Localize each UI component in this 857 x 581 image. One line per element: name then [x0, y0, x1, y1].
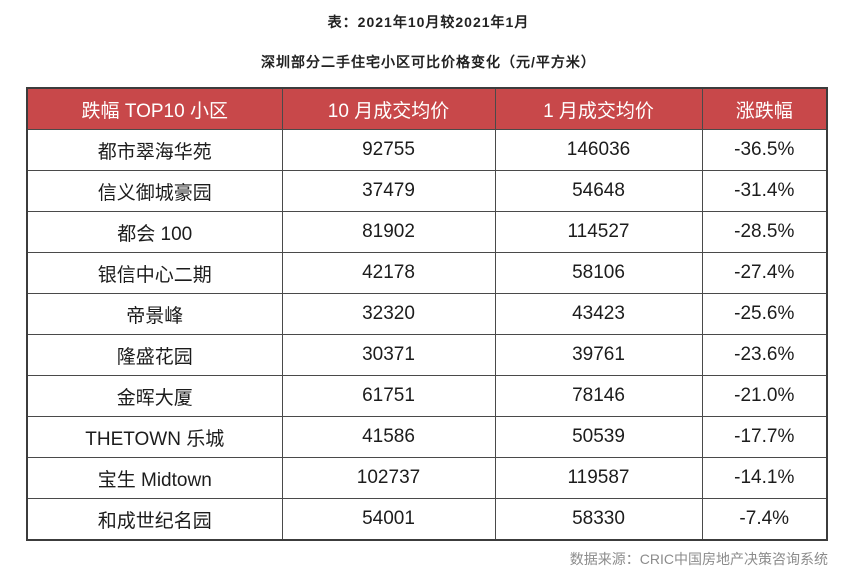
cell-community-name: 都会 100: [26, 211, 283, 253]
cell-change-pct: -25.6%: [701, 293, 828, 335]
table-row: 帝景峰 32320 43423 -25.6%: [26, 293, 828, 335]
cell-community-name: 信义御城豪园: [26, 170, 283, 212]
column-header-community-name: 跌幅 TOP10 小区: [26, 87, 283, 130]
cell-change-pct: -14.1%: [701, 457, 828, 499]
cell-october-avg-price: 102737: [281, 457, 496, 499]
data-source-note: 数据来源：CRIC中国房地产决策咨询系统: [569, 551, 828, 567]
price-change-table: 跌幅 TOP10 小区 10 月成交均价 1 月成交均价 涨跌幅 都市翠海华苑 9275…: [26, 87, 828, 541]
cell-community-name: 帝景峰: [26, 293, 283, 335]
table-row: 都市翠海华苑 92755 146036 -36.5%: [26, 129, 828, 171]
table-title: 表：2021年10月较2021年1月: [327, 14, 530, 30]
column-header-change-pct: 涨跌幅: [701, 87, 828, 130]
column-header-january-avg-price: 1 月成交均价: [494, 87, 703, 130]
cell-october-avg-price: 41586: [281, 416, 496, 458]
table-row: 和成世纪名园 54001 58330 -7.4%: [26, 498, 828, 541]
table-row: 隆盛花园 30371 39761 -23.6%: [26, 334, 828, 376]
cell-change-pct: -27.4%: [701, 252, 828, 294]
table-row: 宝生 Midtown 102737 119587 -14.1%: [26, 457, 828, 499]
cell-community-name: 金晖大厦: [26, 375, 283, 417]
table-row: 信义御城豪园 37479 54648 -31.4%: [26, 170, 828, 212]
cell-january-avg-price: 114527: [494, 211, 703, 253]
cell-january-avg-price: 146036: [494, 129, 703, 171]
table-subtitle: 深圳部分二手住宅小区可比价格变化（元/平方米）: [261, 54, 596, 70]
cell-october-avg-price: 42178: [281, 252, 496, 294]
cell-community-name: 宝生 Midtown: [26, 457, 283, 499]
cell-change-pct: -7.4%: [701, 498, 828, 541]
cell-october-avg-price: 81902: [281, 211, 496, 253]
cell-community-name: 银信中心二期: [26, 252, 283, 294]
cell-change-pct: -28.5%: [701, 211, 828, 253]
cell-change-pct: -36.5%: [701, 129, 828, 171]
cell-community-name: 都市翠海华苑: [26, 129, 283, 171]
cell-january-avg-price: 39761: [494, 334, 703, 376]
table-body: 都市翠海华苑 92755 146036 -36.5% 信义御城豪园 37479 54648-…: [26, 129, 828, 541]
cell-community-name: 隆盛花园: [26, 334, 283, 376]
cell-october-avg-price: 54001: [281, 498, 496, 541]
cell-change-pct: -23.6%: [701, 334, 828, 376]
table-row: THETOWN 乐城 41586 50539 -17.7%: [26, 416, 828, 458]
cell-community-name: 和成世纪名园: [26, 498, 283, 541]
cell-october-avg-price: 30371: [281, 334, 496, 376]
cell-january-avg-price: 54648: [494, 170, 703, 212]
cell-october-avg-price: 61751: [281, 375, 496, 417]
cell-community-name: THETOWN 乐城: [26, 416, 283, 458]
cell-january-avg-price: 58330: [494, 498, 703, 541]
cell-october-avg-price: 37479: [281, 170, 496, 212]
table-row: 都会 100 81902 114527 -28.5%: [26, 211, 828, 253]
cell-january-avg-price: 50539: [494, 416, 703, 458]
table-row: 银信中心二期 42178 58106 -27.4%: [26, 252, 828, 294]
table-row: 金晖大厦 61751 78146 -21.0%: [26, 375, 828, 417]
table-header-row: 跌幅 TOP10 小区 10 月成交均价 1 月成交均价 涨跌幅: [26, 87, 828, 130]
cell-change-pct: -21.0%: [701, 375, 828, 417]
cell-january-avg-price: 78146: [494, 375, 703, 417]
cell-january-avg-price: 119587: [494, 457, 703, 499]
cell-january-avg-price: 58106: [494, 252, 703, 294]
cell-change-pct: -31.4%: [701, 170, 828, 212]
cell-january-avg-price: 43423: [494, 293, 703, 335]
column-header-october-avg-price: 10 月成交均价: [281, 87, 496, 130]
cell-change-pct: -17.7%: [701, 416, 828, 458]
cell-october-avg-price: 92755: [281, 129, 496, 171]
cell-october-avg-price: 32320: [281, 293, 496, 335]
